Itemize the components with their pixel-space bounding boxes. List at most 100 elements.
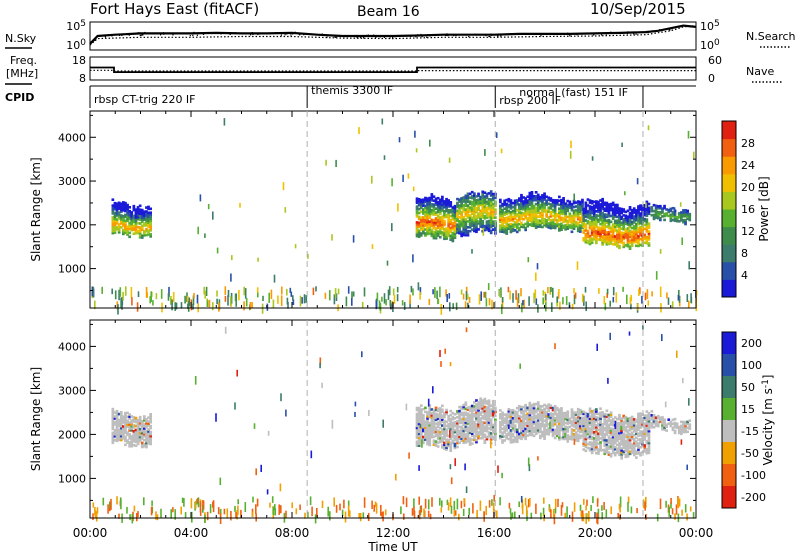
scatter-cell: [680, 213, 683, 216]
scatter-cell: [607, 218, 611, 222]
scatter-cell: [475, 208, 478, 212]
scatter-cell: [464, 212, 468, 215]
scatter-cell: [464, 437, 468, 440]
scatter-cell: [499, 200, 502, 204]
scatter-cell: [576, 409, 580, 413]
scatter-cell: [117, 205, 121, 208]
scatter-cell: [572, 215, 576, 219]
scatter-cell: [574, 224, 578, 228]
near-range-cell: [301, 297, 303, 304]
scatter-cell: [117, 420, 121, 424]
scatter-cell: [445, 199, 448, 203]
scatter-cell: [618, 435, 621, 439]
scatter-cell: [415, 426, 419, 430]
scatter-cell: [572, 201, 576, 205]
scatter-cell: [656, 422, 660, 426]
scatter-cell: [441, 223, 444, 226]
scatter-cell: [113, 201, 117, 205]
scatter-cell: [590, 229, 594, 233]
scatter-cell: [647, 234, 651, 237]
scatter-cell: [119, 428, 123, 432]
scatter-cell: [511, 223, 515, 227]
scatter-cell: [526, 414, 530, 418]
power-colorbar-tick-3: 16: [741, 203, 755, 216]
scatter-cell: [124, 223, 127, 227]
scatter-cell: [422, 198, 425, 201]
scatter-cell: [553, 422, 557, 426]
scatter-cell: [489, 200, 493, 203]
scatter-cell: [611, 209, 615, 213]
scatter-cell: [570, 204, 574, 208]
scatter-cell: [479, 433, 482, 436]
near-range-cell: [226, 508, 229, 519]
scatter-cell: [574, 425, 578, 428]
scatter-cell: [436, 210, 440, 214]
speckle-cell: [471, 207, 473, 212]
scatter-cell: [624, 447, 628, 451]
speckle-cell: [465, 486, 468, 493]
scatter-cell: [451, 231, 455, 235]
scatter-cell: [539, 424, 542, 428]
scatter-cell: [607, 230, 611, 234]
scatter-cell: [643, 414, 647, 417]
speckle-cell: [448, 157, 451, 163]
speckle-cell: [257, 257, 259, 262]
scatter-cell: [603, 452, 607, 456]
noise-lines: [89, 24, 697, 46]
scatter-cell: [654, 216, 658, 219]
scatter-cell: [520, 213, 523, 217]
scatter-cell: [470, 222, 474, 226]
scatter-cell: [424, 218, 427, 221]
scatter-cell: [113, 431, 117, 434]
near-range-cell: [585, 505, 587, 511]
scatter-cell: [611, 223, 615, 226]
scatter-cell: [470, 410, 474, 414]
scatter-cell: [487, 415, 491, 418]
scatter-cell: [528, 419, 532, 423]
scatter-cell: [630, 447, 634, 450]
scatter-cell: [430, 433, 434, 437]
scatter-cell: [532, 414, 536, 418]
noise-sample: [201, 32, 203, 34]
scatter-cell: [597, 206, 600, 210]
near-range-cell: [501, 298, 504, 308]
scatter-cell: [647, 417, 651, 421]
scatter-cell: [526, 205, 530, 208]
scatter-cell: [115, 206, 119, 209]
scatter-cell: [524, 199, 527, 202]
scatter-cell: [145, 224, 148, 227]
scatter-cell: [665, 212, 668, 215]
scatter-cell: [134, 214, 138, 217]
scatter-cell: [119, 413, 123, 416]
scatter-cell: [603, 236, 607, 240]
noise-sample: [567, 32, 569, 34]
scatter-cell: [639, 414, 642, 417]
scatter-cell: [635, 211, 638, 214]
scatter-cell: [597, 238, 600, 241]
near-range-cell: [289, 287, 292, 293]
scatter-cell: [126, 217, 129, 221]
scatter-cell: [462, 407, 466, 411]
near-range-cell: [167, 293, 170, 301]
scatter-cell: [468, 409, 472, 413]
scatter-cell: [149, 229, 152, 232]
scatter-cell: [128, 415, 131, 418]
scatter-cell: [417, 418, 421, 422]
scatter-cell: [441, 424, 444, 427]
scatter-cell: [441, 418, 444, 421]
scatter-cell: [447, 216, 450, 220]
scatter-cell: [528, 425, 532, 429]
scatter-cell: [680, 426, 683, 430]
scatter-cell: [584, 229, 588, 232]
scatter-cell: [628, 416, 632, 420]
scatter-cell: [663, 428, 666, 431]
scatter-cell: [590, 419, 594, 423]
scatter-cell: [605, 441, 609, 444]
scatter-cell: [422, 439, 425, 443]
near-range-cell: [192, 303, 194, 310]
scatter-cell: [487, 207, 491, 211]
scatter-cell: [445, 227, 448, 230]
scatter-cell: [513, 436, 517, 439]
scatter-cell: [458, 431, 461, 435]
speckle-cell: [569, 150, 572, 159]
